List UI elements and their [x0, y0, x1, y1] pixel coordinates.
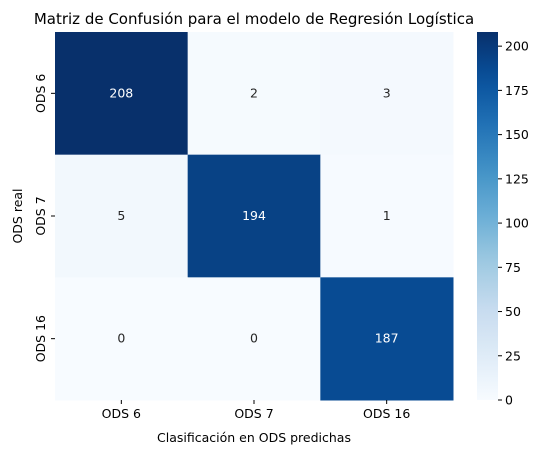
colorbar-tick-label: 50	[505, 304, 521, 319]
x-tick-label: ODS 6	[102, 406, 141, 421]
heatmap-cell	[187, 32, 321, 156]
colorbar-tick-label: 175	[505, 83, 529, 98]
cell-annotations: 208 2 3 5 194 1 0 0 187	[109, 85, 398, 345]
x-axis-label: Clasificación en ODS predichas	[157, 430, 351, 445]
heatmap-cell	[187, 277, 321, 401]
heatmap-cell	[55, 32, 189, 156]
y-tick-label: ODS 7	[33, 196, 48, 235]
y-tick-label: ODS 16	[33, 315, 48, 362]
colorbar-tick-label: 0	[505, 393, 513, 408]
heatmap-cell	[187, 154, 321, 278]
cell-value-label: 0	[250, 331, 258, 346]
heatmap-cell	[55, 277, 189, 401]
colorbar-gradient	[477, 32, 498, 400]
y-axis-label: ODS real	[10, 188, 25, 243]
y-tick-label: ODS 6	[33, 74, 48, 113]
cell-value-label: 2	[250, 85, 258, 100]
x-tick-label: ODS 16	[363, 406, 410, 421]
colorbar-tick-label: 75	[505, 260, 521, 275]
heatmap-cell	[320, 154, 454, 278]
cell-value-label: 0	[117, 331, 125, 346]
cell-value-label: 187	[375, 331, 399, 346]
cell-value-label: 5	[117, 208, 125, 223]
colorbar-tick-label: 100	[505, 216, 529, 231]
heatmap-cell	[320, 277, 454, 401]
colorbar-tick-label: 200	[505, 39, 529, 54]
cell-value-label: 194	[242, 208, 266, 223]
chart-title: Matriz de Confusión para el modelo de Re…	[34, 10, 474, 28]
colorbar-tick-label: 125	[505, 171, 529, 186]
x-tick-label: ODS 7	[234, 406, 273, 421]
colorbar-tick-label: 25	[505, 348, 521, 363]
colorbar: 0 25 50 75 100 125 150 175 200	[477, 32, 529, 408]
heatmap-cells	[55, 32, 454, 401]
cell-value-label: 208	[109, 85, 133, 100]
colorbar-tick-label: 150	[505, 127, 529, 142]
cell-value-label: 3	[383, 85, 391, 100]
heatmap-cell	[55, 154, 189, 278]
x-axis: ODS 6 ODS 7 ODS 16	[102, 400, 410, 421]
heatmap-cell	[320, 32, 454, 156]
cell-value-label: 1	[383, 208, 391, 223]
y-axis: ODS 6 ODS 7 ODS 16	[33, 74, 55, 362]
